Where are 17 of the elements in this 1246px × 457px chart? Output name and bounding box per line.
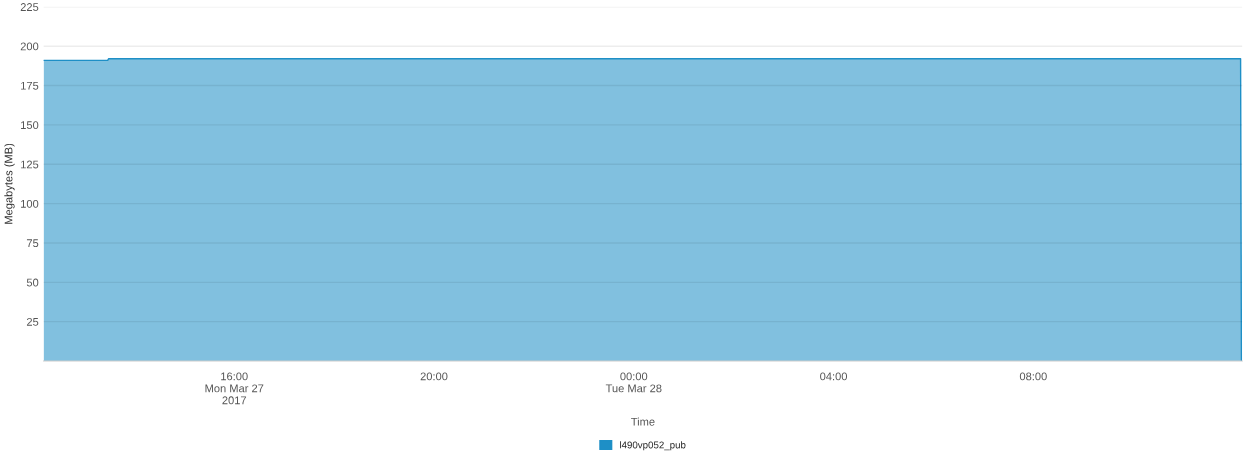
y-axis-title: Megabytes (MB) (4, 143, 15, 224)
x-tick-label: 16:00 Mon Mar 27 2017 (205, 372, 264, 405)
y-tick-label: 150 (21, 121, 39, 130)
y-tick-label: 25 (26, 317, 39, 326)
y-tick-label: 125 (21, 160, 39, 169)
legend-label: l490vp052_pub (620, 441, 686, 451)
y-tick-label: 50 (26, 278, 39, 287)
y-tick-label: 200 (20, 42, 39, 51)
y-tick-label: 225 (20, 3, 39, 11)
y-tick-label: 175 (21, 81, 39, 90)
x-tick-label: 08:00 (1019, 372, 1047, 381)
y-tick-label: 75 (26, 239, 39, 248)
x-tick-label: 20:00 (420, 372, 448, 381)
x-tick-label: 00:00 Tue Mar 28 (605, 372, 662, 393)
x-tick-label: 04:00 (820, 372, 848, 381)
y-tick-label: 100 (21, 199, 39, 208)
x-axis-title: Time (631, 417, 655, 426)
